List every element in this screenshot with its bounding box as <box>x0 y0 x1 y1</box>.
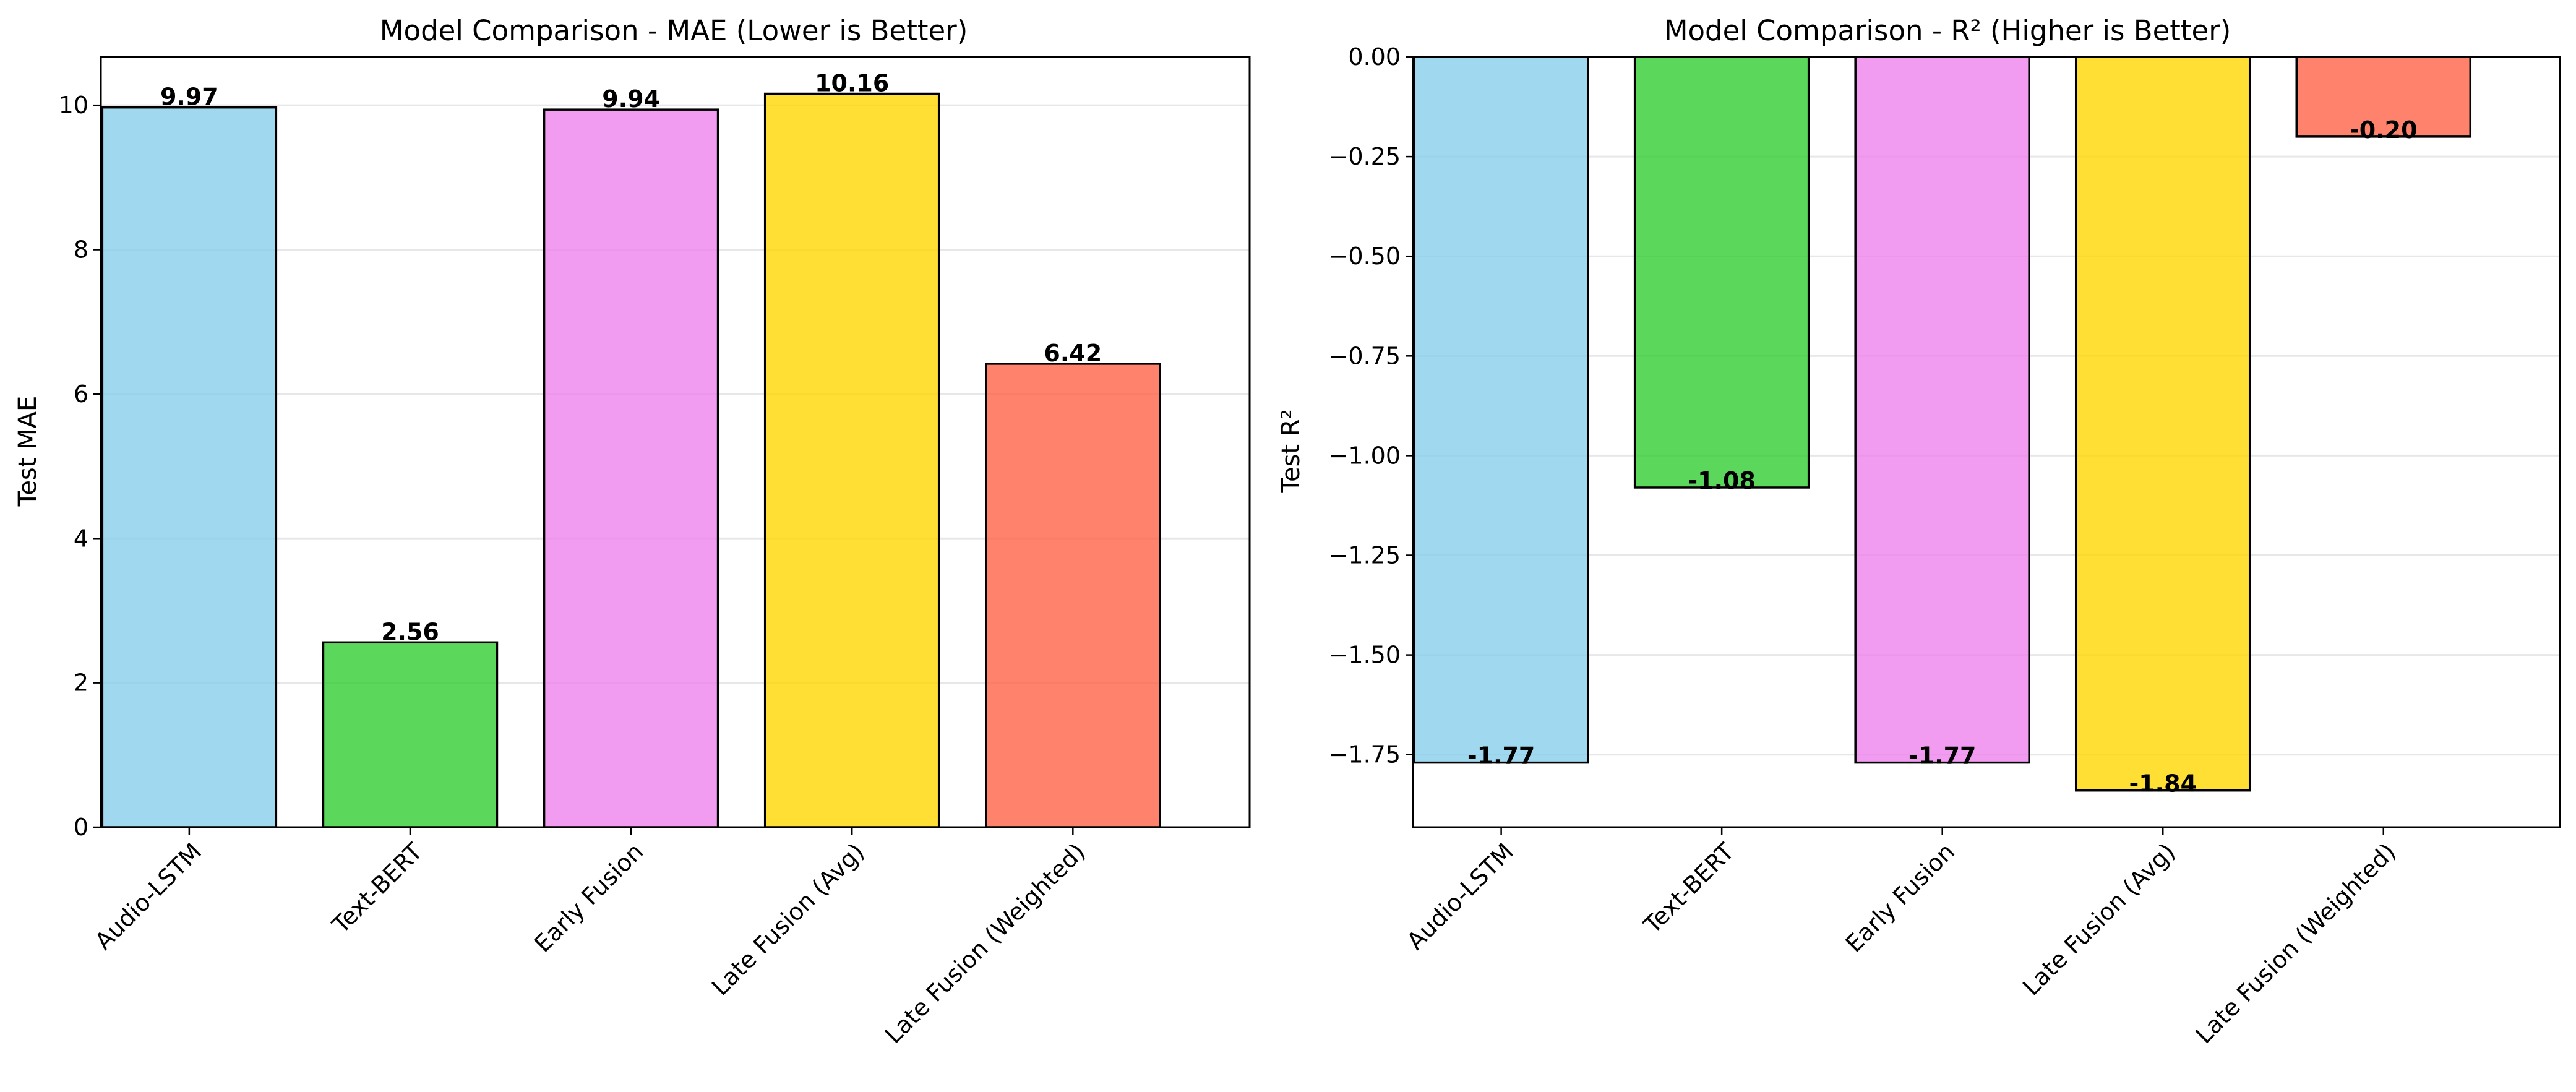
r2-bar <box>2074 56 2251 792</box>
r2-x-tick-label: Early Fusion <box>1840 838 1960 957</box>
mae-y-tick-label: 10 <box>59 92 88 119</box>
r2-x-tick-label: Text-BERT <box>1638 838 1740 939</box>
r2-data-label: -1.77 <box>1467 742 1535 770</box>
r2-data-label: -1.84 <box>2129 770 2197 798</box>
mae-x-tick-label: Audio-LSTM <box>90 838 207 955</box>
r2-y-tick-label: −1.50 <box>1329 642 1401 669</box>
mae-chart-title: Model Comparison - MAE (Lower is Better) <box>380 14 968 47</box>
r2-y-axis-label: Test R² <box>1277 409 1305 493</box>
r2-y-tick-label: 0.00 <box>1348 43 1401 71</box>
mae-y-tick-label: 2 <box>74 669 88 697</box>
mae-plot-frame <box>100 56 1251 828</box>
mae-y-tick-label: 4 <box>74 525 88 552</box>
mae-x-tick-label: Text-BERT <box>327 838 428 939</box>
r2-x-tick-label: Audio-LSTM <box>1402 838 1519 955</box>
mae-data-label: 10.16 <box>815 70 889 97</box>
mae-y-axis-label: Test MAE <box>14 396 42 507</box>
mae-x-tick-label: Late Fusion (Weighted) <box>880 838 1091 1049</box>
r2-chart-panel: Model Comparison - R² (Higher is Better)… <box>1277 14 2561 1049</box>
r2-bar <box>1854 56 2030 764</box>
r2-bar <box>2295 56 2472 138</box>
r2-y-tick-label: −0.75 <box>1329 342 1401 369</box>
mae-bar <box>763 92 940 828</box>
r2-bar <box>1633 56 1810 489</box>
mae-data-label: 9.94 <box>602 85 660 113</box>
mae-data-label: 6.42 <box>1044 340 1102 367</box>
mae-y-tick-label: 0 <box>74 814 88 841</box>
mae-y-tick-label: 6 <box>74 380 88 408</box>
r2-chart-title: Model Comparison - R² (Higher is Better) <box>1664 14 2231 47</box>
mae-bar <box>543 108 719 828</box>
r2-bar <box>1413 56 1589 764</box>
mae-x-tick-label: Late Fusion (Avg) <box>706 838 869 1000</box>
r2-y-tick-label: −1.00 <box>1329 442 1401 469</box>
mae-x-tick-label: Early Fusion <box>529 838 648 957</box>
r2-y-tick-label: −1.25 <box>1329 542 1401 569</box>
mae-y-tick-label: 8 <box>74 236 88 264</box>
r2-data-label: -1.08 <box>1688 467 1756 494</box>
r2-x-tick-label: Late Fusion (Avg) <box>2017 838 2180 1000</box>
mae-bar <box>322 641 499 828</box>
mae-bar <box>985 363 1161 828</box>
r2-y-tick-label: −0.50 <box>1329 243 1401 270</box>
r2-x-tick-label: Late Fusion (Weighted) <box>2190 838 2401 1049</box>
r2-y-tick-label: −0.25 <box>1329 143 1401 170</box>
mae-bar <box>101 106 278 828</box>
mae-data-label: 9.97 <box>160 84 218 111</box>
r2-data-label: -0.20 <box>2350 116 2418 144</box>
mae-data-label: 2.56 <box>381 618 439 645</box>
r2-plot-frame <box>1412 56 2561 828</box>
r2-y-tick-label: −1.75 <box>1329 741 1401 768</box>
mae-chart-panel: Model Comparison - MAE (Lower is Better)… <box>14 14 1251 1049</box>
r2-data-label: -1.77 <box>1908 742 1977 770</box>
